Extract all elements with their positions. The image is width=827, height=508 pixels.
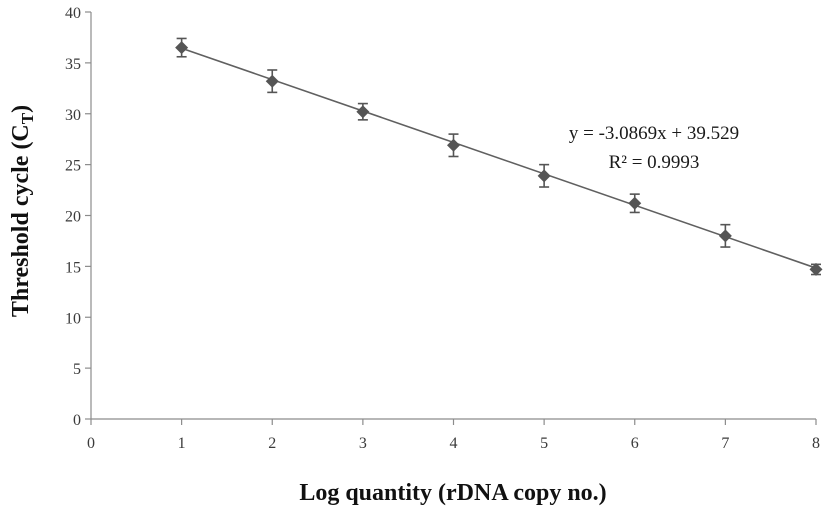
y-tick-label: 15 <box>65 259 81 276</box>
r-squared-label: R² = 0.9993 <box>609 152 700 173</box>
x-axis-ticks: 0 1 2 3 4 5 6 7 8 <box>87 419 820 452</box>
y-axis-title-main: Threshold cycle (C <box>8 124 34 317</box>
y-axis-title-subscript: T <box>18 112 37 124</box>
data-point <box>265 74 279 88</box>
x-tick-label: 5 <box>540 435 548 452</box>
y-tick-label: 35 <box>65 56 81 73</box>
x-tick-label: 7 <box>721 435 729 452</box>
y-tick-label: 10 <box>65 310 81 327</box>
y-tick-label: 5 <box>73 361 81 378</box>
x-tick-label: 6 <box>631 435 639 452</box>
data-points <box>175 41 823 276</box>
x-tick-label: 4 <box>450 435 458 452</box>
data-point <box>809 262 823 276</box>
y-axis-title-close: ) <box>8 105 34 113</box>
y-axis-title: Threshold cycle (CT) <box>8 105 37 317</box>
x-tick-label: 0 <box>87 435 95 452</box>
x-axis-title: Log quantity (rDNA copy no.) <box>299 480 606 506</box>
trendline <box>181 47 817 269</box>
data-point <box>628 196 642 210</box>
y-tick-label: 20 <box>65 209 81 226</box>
data-point <box>175 41 189 55</box>
trendline-equation: y = -3.0869x + 39.529 <box>569 123 739 144</box>
data-point <box>356 105 370 119</box>
y-tick-label: 30 <box>65 107 81 124</box>
data-point <box>447 138 460 152</box>
data-point <box>537 169 551 183</box>
x-tick-label: 1 <box>178 435 186 452</box>
x-tick-label: 3 <box>359 435 367 452</box>
x-tick-label: 2 <box>268 435 276 452</box>
y-tick-label: 0 <box>73 412 81 429</box>
data-point <box>718 229 732 243</box>
y-axis-ticks: 0 5 10 15 20 25 30 35 40 <box>65 5 91 429</box>
y-tick-label: 25 <box>65 158 81 175</box>
x-tick-label: 8 <box>812 435 820 452</box>
y-tick-label: 40 <box>65 5 81 22</box>
